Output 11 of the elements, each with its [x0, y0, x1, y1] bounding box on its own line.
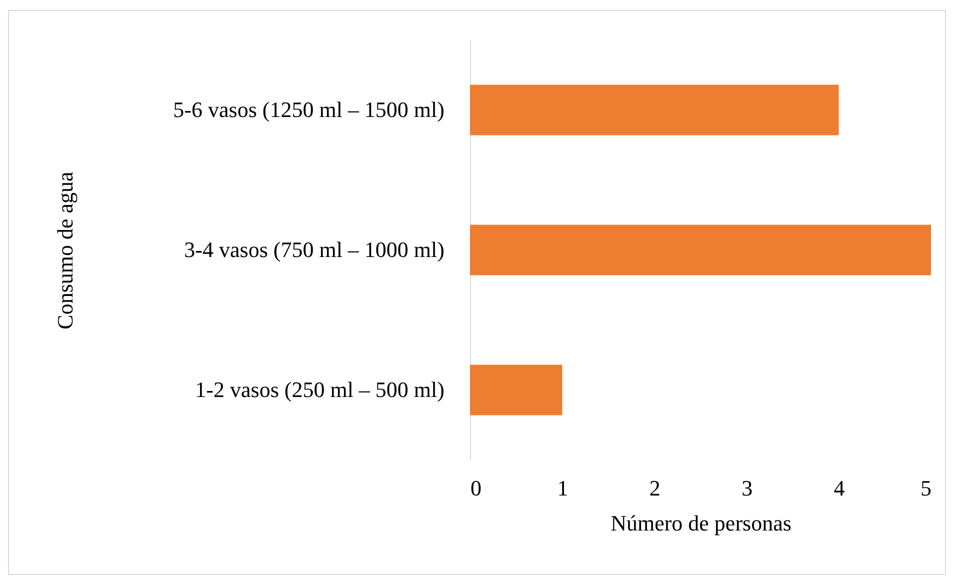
x-axis-title: Número de personas: [610, 510, 792, 536]
y-tick-label: 5-6 vasos (1250 ml – 1500 ml): [173, 97, 444, 122]
x-tick-label: 0: [470, 476, 482, 500]
y-axis-title: Consumo de agua: [52, 171, 78, 330]
x-tick-label: 5: [920, 476, 932, 500]
x-tick-label: 1: [557, 476, 568, 500]
y-tick-label: 3-4 vasos (750 ml – 1000 ml): [184, 237, 444, 262]
y-tick-label: 1-2 vasos (250 ml – 500 ml): [195, 377, 444, 402]
x-tick-label: 3: [742, 476, 753, 500]
x-tick-label: 2: [649, 476, 660, 500]
x-tick-label: 4: [834, 476, 845, 500]
